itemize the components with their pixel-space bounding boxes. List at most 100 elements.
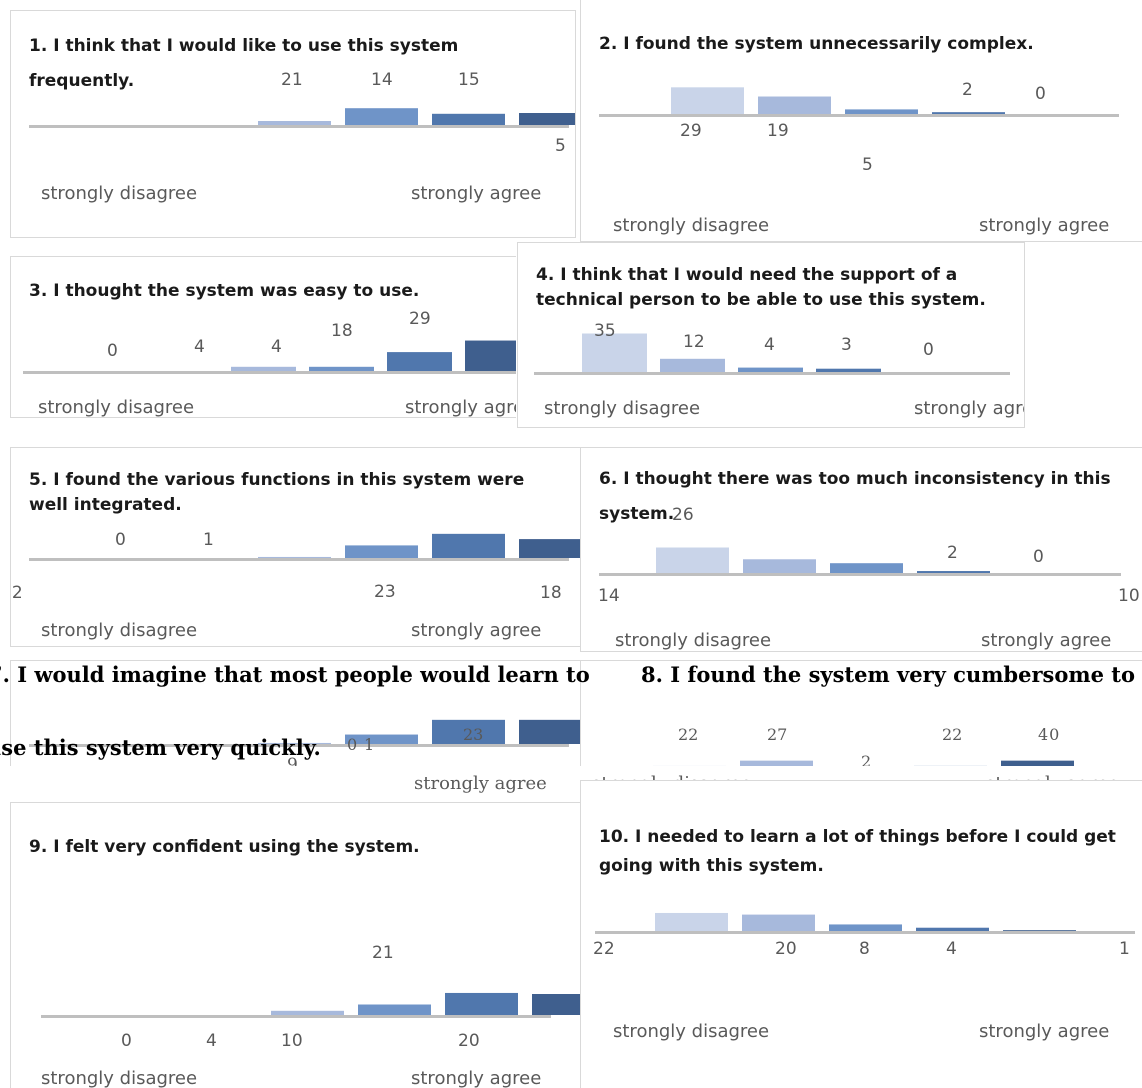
chart-panel-6: 6. I thought there was too much inconsis… — [580, 447, 1142, 652]
axis-label-right-4: strongly agree — [914, 398, 1024, 419]
axis-label-left-9: strongly disagree — [41, 1068, 198, 1088]
bar-10-5 — [1003, 930, 1076, 931]
bar-8-5 — [1001, 760, 1074, 766]
data-label-10-3: 8 — [859, 939, 870, 959]
data-label-8-3: 2 — [861, 752, 872, 766]
data-label-1-4: 14 — [371, 70, 393, 90]
bar-plot-3 — [23, 340, 516, 374]
chart-title-4: 4. I think that I would need the support… — [536, 265, 986, 310]
data-label-5-2: 1 — [203, 530, 214, 550]
data-label-4-4: 3 — [841, 335, 852, 355]
bar-plot-5 — [29, 533, 580, 561]
bar-9-5 — [532, 994, 580, 1015]
axis-label-right-3: strongly agree — [405, 397, 516, 418]
axis-label-left-4: strongly disagree — [544, 398, 701, 419]
axis-label-right-2: strongly agree — [979, 215, 1110, 236]
data-label-4-2: 12 — [683, 332, 705, 352]
data-label-6-4: 2 — [947, 543, 958, 563]
chart-title-10: 10. I needed to learn a lot of things be… — [599, 827, 1116, 876]
bar-5-2 — [258, 556, 331, 558]
bar-plot-10 — [595, 912, 1135, 934]
data-label-5-1: 0 — [115, 530, 126, 550]
bar-10-3 — [829, 924, 902, 931]
data-label-4-1: 35 — [594, 321, 616, 341]
bar-2-1 — [671, 87, 744, 114]
bar-7-5 — [519, 719, 580, 744]
bar-plot-4 — [534, 333, 1010, 375]
data-label-2-5: 0 — [1035, 84, 1046, 104]
axis-label-right-7: strongly agree — [414, 773, 547, 794]
chart-panel-1: 1. I think that I would like to use this… — [10, 10, 576, 238]
axis-label-right-10: strongly agree — [979, 1021, 1110, 1042]
bar-2-4 — [932, 112, 1005, 114]
chart-panel-2: 2. I found the system unnecessarily comp… — [580, 0, 1142, 242]
data-label-5-3: 12 — [11, 583, 23, 603]
bar-plot-7 — [29, 719, 580, 747]
bar-5-5 — [519, 539, 580, 558]
bar-7-2 — [258, 742, 331, 744]
chart-title-6: 6. I thought there was too much inconsis… — [599, 469, 1111, 524]
bar-6-3 — [830, 563, 903, 573]
bar-10-1 — [655, 912, 728, 931]
bar-2-3 — [845, 109, 918, 114]
data-label-6-1: 26 — [672, 505, 694, 525]
data-label-2-4: 2 — [962, 80, 973, 100]
data-label-1-3: 21 — [281, 70, 303, 90]
data-label-9-5: 20 — [458, 1031, 480, 1051]
axis-label-left-5: strongly disagree — [41, 620, 198, 641]
data-label-4-5: 0 — [923, 340, 934, 360]
data-label-3-1: 0 — [107, 341, 118, 361]
chart-title-7-line-1: 7. I would imagine that most people woul… — [0, 662, 590, 687]
chart-title-8: 8. I found the system very cumbersome to — [641, 662, 1135, 687]
bar-10-2 — [742, 914, 815, 931]
data-label-6-5: 0 — [1033, 547, 1044, 567]
data-label-6-2: 14 — [598, 586, 620, 606]
data-label-10-5: 1 — [1119, 939, 1130, 959]
chart-panel-4: 4. I think that I would need the support… — [517, 242, 1025, 428]
data-label-2-3: 5 — [862, 155, 873, 175]
axis-label-right-1: strongly agree — [411, 183, 542, 204]
data-label-9-3: 10 — [281, 1031, 303, 1051]
data-label-8-2: 27 — [767, 725, 788, 744]
bar-1-5 — [519, 113, 575, 125]
bar-7-3 — [345, 734, 418, 744]
bar-10-4 — [916, 927, 989, 931]
data-label-7-2: 1 — [364, 735, 375, 754]
bar-4-2 — [660, 358, 725, 372]
data-label-1-2: 5 — [555, 136, 566, 156]
bar-plot-6 — [599, 547, 1121, 576]
axis-label-left-10: strongly disagree — [613, 1021, 770, 1042]
bar-1-3 — [345, 108, 418, 125]
chart-panel-7: 0 1 9 23 strongly disagree — [10, 660, 580, 766]
data-label-3-5: 29 — [409, 309, 431, 329]
bar-1-2 — [258, 121, 331, 125]
bar-plot-8 — [653, 760, 1074, 766]
bar-4-3 — [738, 367, 803, 372]
axis-label-left-6: strongly disagree — [615, 630, 772, 651]
bar-6-2 — [743, 559, 816, 573]
bar-3-5 — [465, 340, 516, 371]
bar-plot-1 — [29, 108, 575, 128]
data-label-3-2: 4 — [194, 337, 205, 357]
bar-3-4 — [387, 352, 452, 371]
bar-9-4 — [445, 992, 518, 1015]
bar-plot-9 — [41, 992, 580, 1018]
bar-9-3 — [358, 1004, 431, 1015]
bar-5-4 — [432, 533, 505, 558]
data-label-8-1: 22 — [678, 725, 699, 744]
chart-title-3: 3. I thought the system was easy to use. — [29, 281, 420, 301]
axis-label-left-3: strongly disagree — [38, 397, 195, 418]
chart-title-7-line-2: use this system very quickly. — [0, 735, 321, 760]
data-label-5-4: 23 — [374, 582, 396, 602]
axis-label-left-1: strongly disagree — [41, 183, 198, 204]
chart-title-5: 5. I found the various functions in this… — [29, 470, 525, 515]
chart-title-2: 2. I found the system unnecessarily comp… — [599, 34, 1034, 54]
bar-6-4 — [917, 571, 990, 573]
chart-title-1: 1. I think that I would like to use this… — [29, 36, 459, 91]
axis-label-right-5: strongly agree — [411, 620, 542, 641]
data-label-8-5: 40 — [1038, 725, 1061, 744]
data-label-1-1: 0 — [11, 136, 12, 156]
bar-8-2 — [740, 760, 813, 766]
data-label-8-4: 22 — [942, 725, 963, 744]
data-label-3-3: 4 — [271, 337, 282, 357]
